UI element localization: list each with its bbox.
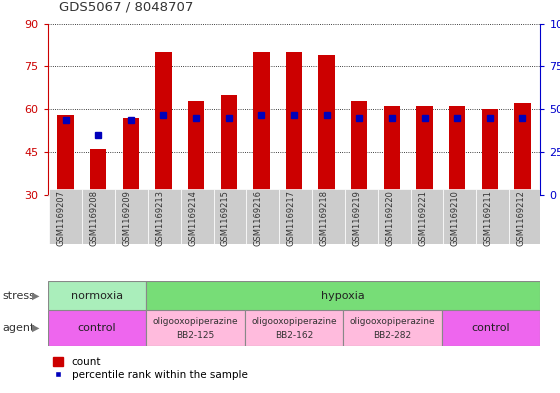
Bar	[319, 55, 335, 195]
Text: oligooxopiperazine: oligooxopiperazine	[251, 317, 337, 326]
Text: BB2-282: BB2-282	[374, 331, 412, 340]
Bar	[312, 189, 345, 244]
Bar	[49, 189, 82, 244]
Bar	[90, 149, 106, 195]
Bar	[148, 189, 181, 244]
Bar	[343, 310, 442, 346]
Bar	[384, 106, 400, 195]
Text: GSM1169209: GSM1169209	[123, 190, 132, 246]
Bar	[146, 310, 245, 346]
Text: GSM1169214: GSM1169214	[188, 190, 197, 246]
Bar	[115, 189, 148, 244]
Bar	[345, 189, 378, 244]
Text: agent: agent	[3, 323, 35, 333]
Text: oligooxopiperazine: oligooxopiperazine	[153, 317, 238, 326]
Bar	[514, 103, 531, 195]
Bar	[482, 109, 498, 195]
Text: GSM1169221: GSM1169221	[418, 190, 427, 246]
Text: oligooxopiperazine: oligooxopiperazine	[350, 317, 435, 326]
Bar	[378, 189, 410, 244]
Bar	[417, 106, 433, 195]
Bar	[155, 52, 171, 195]
Bar	[442, 310, 540, 346]
Bar	[477, 189, 509, 244]
Text: GSM1169211: GSM1169211	[484, 190, 493, 246]
Text: ▶: ▶	[31, 323, 39, 333]
Text: GSM1169217: GSM1169217	[287, 190, 296, 246]
Text: GDS5067 / 8048707: GDS5067 / 8048707	[59, 1, 193, 14]
Bar	[246, 189, 279, 244]
Text: ▶: ▶	[31, 291, 39, 301]
Text: BB2-162: BB2-162	[275, 331, 313, 340]
Text: BB2-125: BB2-125	[176, 331, 214, 340]
Text: GSM1169216: GSM1169216	[254, 190, 263, 246]
Bar	[48, 281, 146, 310]
Text: GSM1169218: GSM1169218	[320, 190, 329, 246]
Bar	[449, 106, 465, 195]
Bar	[82, 189, 115, 244]
Text: GSM1169213: GSM1169213	[155, 190, 164, 246]
Text: stress: stress	[3, 291, 36, 301]
Text: GSM1169207: GSM1169207	[57, 190, 66, 246]
Bar	[245, 310, 343, 346]
Bar	[279, 189, 312, 244]
Bar	[286, 52, 302, 195]
Bar	[221, 95, 237, 195]
Legend: count, percentile rank within the sample: count, percentile rank within the sample	[53, 357, 248, 380]
Bar	[57, 115, 74, 195]
Text: GSM1169220: GSM1169220	[385, 190, 394, 246]
Bar	[351, 101, 367, 195]
Bar	[188, 101, 204, 195]
Text: control: control	[78, 323, 116, 333]
Bar	[48, 310, 146, 346]
Bar	[181, 189, 213, 244]
Text: GSM1169215: GSM1169215	[221, 190, 230, 246]
Text: control: control	[472, 323, 510, 333]
Text: GSM1169208: GSM1169208	[90, 190, 99, 246]
Bar	[410, 189, 444, 244]
Text: normoxia: normoxia	[71, 291, 123, 301]
Bar	[509, 189, 542, 244]
Bar	[213, 189, 246, 244]
Bar	[123, 118, 139, 195]
Bar	[146, 281, 540, 310]
Text: GSM1169210: GSM1169210	[451, 190, 460, 246]
Text: GSM1169212: GSM1169212	[517, 190, 526, 246]
Bar	[253, 52, 269, 195]
Bar	[444, 189, 477, 244]
Text: GSM1169219: GSM1169219	[352, 190, 361, 246]
Text: hypoxia: hypoxia	[321, 291, 365, 301]
